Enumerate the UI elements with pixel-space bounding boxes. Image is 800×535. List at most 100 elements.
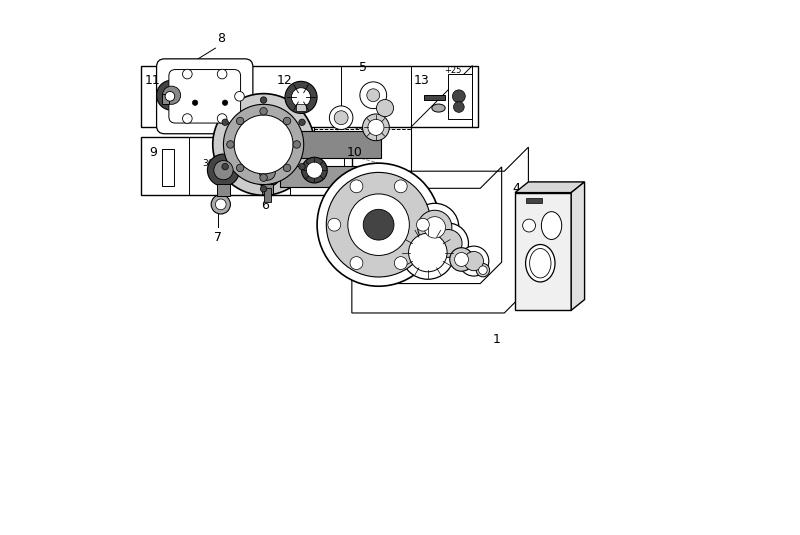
Polygon shape (290, 131, 382, 158)
Circle shape (522, 219, 535, 232)
Circle shape (234, 91, 244, 101)
Circle shape (454, 102, 464, 112)
Ellipse shape (530, 248, 551, 278)
Circle shape (453, 90, 466, 103)
Circle shape (424, 217, 446, 238)
Circle shape (165, 91, 174, 101)
Bar (141, 66, 478, 127)
Circle shape (215, 199, 226, 210)
Text: 8: 8 (217, 33, 225, 45)
Text: 36mm: 36mm (202, 159, 231, 167)
Circle shape (409, 233, 447, 272)
Polygon shape (571, 182, 585, 310)
Circle shape (377, 100, 394, 117)
Text: 12: 12 (277, 74, 293, 87)
Circle shape (214, 160, 233, 180)
Bar (424, 95, 446, 100)
Circle shape (418, 210, 452, 244)
Ellipse shape (432, 104, 446, 112)
Circle shape (459, 246, 489, 276)
Bar (141, 137, 352, 195)
Circle shape (236, 164, 244, 172)
Circle shape (428, 223, 469, 264)
Circle shape (350, 180, 363, 193)
Circle shape (299, 164, 306, 170)
Circle shape (326, 172, 431, 277)
Circle shape (394, 180, 407, 193)
Circle shape (285, 81, 317, 113)
Text: 3: 3 (558, 269, 566, 282)
Circle shape (259, 164, 275, 180)
Bar (448, 74, 472, 119)
Text: 2: 2 (545, 213, 552, 226)
FancyBboxPatch shape (169, 70, 241, 123)
Circle shape (401, 226, 454, 279)
Text: 1: 1 (492, 333, 500, 346)
Circle shape (182, 69, 192, 79)
Circle shape (157, 80, 186, 110)
Circle shape (367, 89, 380, 102)
Ellipse shape (526, 244, 555, 282)
Circle shape (317, 163, 440, 286)
Circle shape (236, 117, 244, 125)
Circle shape (260, 174, 267, 181)
Circle shape (454, 253, 469, 266)
Text: 13: 13 (414, 74, 430, 87)
Circle shape (218, 69, 227, 79)
Circle shape (478, 266, 487, 274)
Bar (262, 184, 273, 194)
Bar (162, 94, 170, 104)
Ellipse shape (476, 264, 490, 277)
Bar (526, 198, 542, 203)
Circle shape (218, 114, 227, 124)
Text: 7: 7 (214, 231, 222, 244)
Circle shape (450, 248, 474, 271)
Circle shape (363, 209, 394, 240)
Circle shape (302, 157, 327, 183)
Polygon shape (280, 166, 366, 187)
Bar (162, 149, 174, 186)
Circle shape (213, 94, 314, 195)
Text: 34mm: 34mm (249, 159, 278, 167)
Circle shape (362, 114, 390, 141)
Text: 11: 11 (145, 74, 161, 87)
Text: 10: 10 (346, 146, 362, 158)
Circle shape (410, 203, 459, 251)
Circle shape (293, 141, 301, 148)
Circle shape (394, 257, 407, 270)
Circle shape (360, 82, 386, 109)
Polygon shape (515, 182, 585, 193)
Bar (217, 184, 230, 196)
Circle shape (162, 86, 181, 104)
Circle shape (260, 108, 267, 115)
Circle shape (464, 251, 483, 271)
Circle shape (223, 104, 304, 185)
Circle shape (283, 117, 290, 125)
FancyBboxPatch shape (157, 59, 253, 134)
Circle shape (182, 114, 192, 124)
Polygon shape (515, 193, 571, 310)
Circle shape (226, 141, 234, 148)
Circle shape (222, 119, 228, 126)
Text: +25: +25 (444, 66, 461, 75)
Circle shape (299, 119, 306, 126)
Circle shape (253, 158, 282, 187)
Circle shape (306, 162, 322, 178)
Bar (314, 80, 410, 177)
Circle shape (330, 106, 353, 129)
Circle shape (211, 195, 230, 214)
Text: 4: 4 (512, 182, 520, 195)
Circle shape (291, 88, 310, 107)
Ellipse shape (542, 212, 562, 240)
Circle shape (222, 164, 228, 170)
Bar (296, 104, 306, 111)
Circle shape (234, 115, 293, 174)
Circle shape (222, 100, 228, 105)
Circle shape (283, 164, 290, 172)
Circle shape (434, 230, 462, 257)
Circle shape (193, 100, 198, 105)
Circle shape (260, 97, 266, 103)
Circle shape (260, 186, 266, 192)
Circle shape (368, 119, 384, 135)
Circle shape (328, 218, 341, 231)
